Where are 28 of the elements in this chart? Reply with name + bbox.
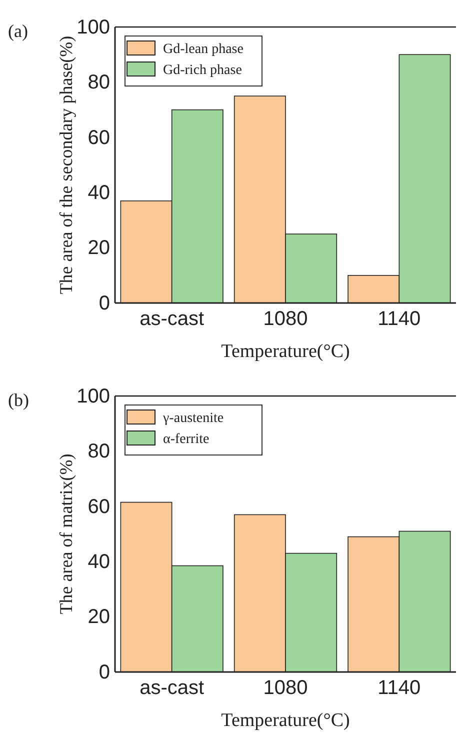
legend-label: α-ferrite	[163, 432, 210, 447]
y-tick-label: 40	[88, 182, 110, 204]
y-tick-label: 0	[98, 292, 110, 314]
x-tick-label: 1140	[378, 677, 421, 700]
y-tick-label: 100	[76, 16, 110, 38]
y-tick-label: 20	[88, 237, 110, 260]
x-tick-label: 1080	[263, 308, 308, 330]
text: (a)	[8, 21, 28, 41]
y-tick-label: 40	[88, 551, 110, 573]
y-tick-label: 80	[88, 440, 110, 463]
x-tick-label: as-cast	[140, 677, 205, 700]
x-tick-label: 1080	[263, 677, 308, 700]
y-tick-label: 60	[88, 496, 110, 518]
legend-label: Gd-rich phase	[163, 63, 242, 78]
y-tick-label: 80	[88, 72, 110, 94]
x-tick-label: as-cast	[140, 308, 205, 330]
y-tick-label: 100	[76, 385, 110, 408]
legend-label: Gd-lean phase	[163, 42, 244, 57]
text: (b)	[8, 390, 29, 410]
y-tick-label: 20	[88, 606, 110, 628]
y-axis-title: The area of matrix(%)	[56, 454, 76, 614]
x-axis-title: Temperature(°C)	[221, 341, 350, 362]
legend-label: γ-austenite	[162, 411, 224, 426]
x-tick-label: 1140	[378, 308, 421, 330]
y-tick-label: 0	[98, 661, 110, 684]
y-axis-title: The area of the secondary phase(%)	[56, 36, 76, 294]
x-axis-title: Temperature(°C)	[221, 710, 350, 731]
y-tick-label: 60	[88, 126, 110, 149]
